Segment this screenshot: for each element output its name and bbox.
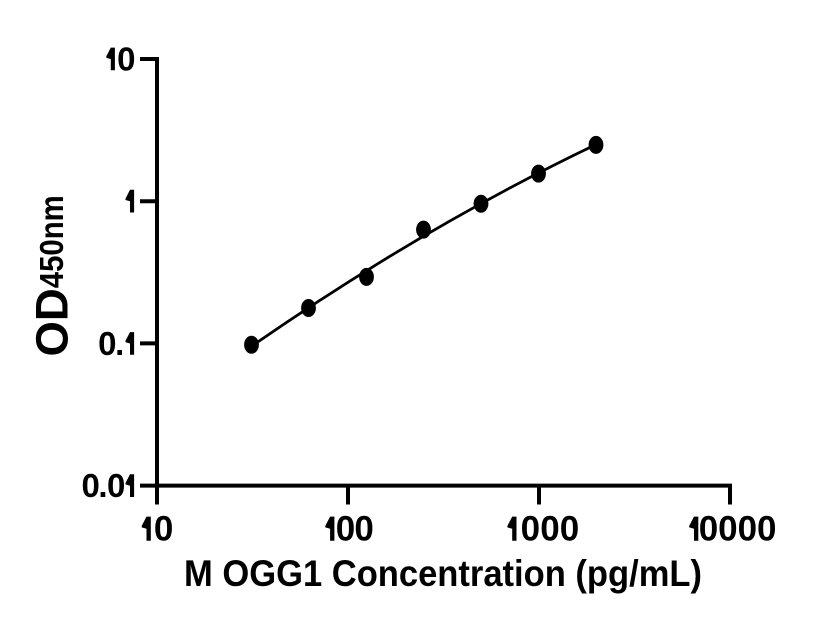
svg-text:0: 0	[560, 510, 579, 549]
svg-text:0: 0	[718, 510, 737, 549]
svg-text:0: 0	[738, 510, 757, 549]
svg-text:0: 0	[117, 40, 135, 77]
svg-text:0: 0	[81, 467, 99, 504]
svg-text:0: 0	[354, 510, 373, 549]
svg-text:0: 0	[336, 510, 355, 549]
svg-text:0: 0	[521, 510, 540, 549]
svg-text:0: 0	[699, 510, 718, 549]
svg-text:OD450nm: OD450nm	[26, 195, 77, 356]
svg-text:0: 0	[757, 510, 776, 549]
svg-text:0: 0	[107, 467, 125, 504]
svg-text:.: .	[115, 325, 124, 362]
svg-text:0: 0	[154, 510, 173, 549]
svg-text:M OGG1 Concentration (pg/mL): M OGG1 Concentration (pg/mL)	[184, 553, 702, 594]
svg-text:.: .	[98, 467, 107, 504]
svg-text:0: 0	[540, 510, 559, 549]
svg-text:0: 0	[98, 325, 116, 362]
